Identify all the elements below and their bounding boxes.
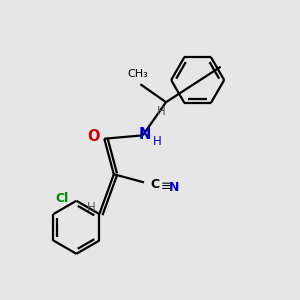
Text: H: H [157,104,166,118]
Text: O: O [88,129,100,144]
Text: H: H [87,201,96,214]
Text: H: H [153,136,162,148]
Text: C: C [151,178,160,191]
Text: N: N [169,181,179,194]
Text: Cl: Cl [56,193,69,206]
Text: N: N [139,127,151,142]
Text: ≡: ≡ [160,179,171,193]
Text: CH₃: CH₃ [127,69,148,79]
